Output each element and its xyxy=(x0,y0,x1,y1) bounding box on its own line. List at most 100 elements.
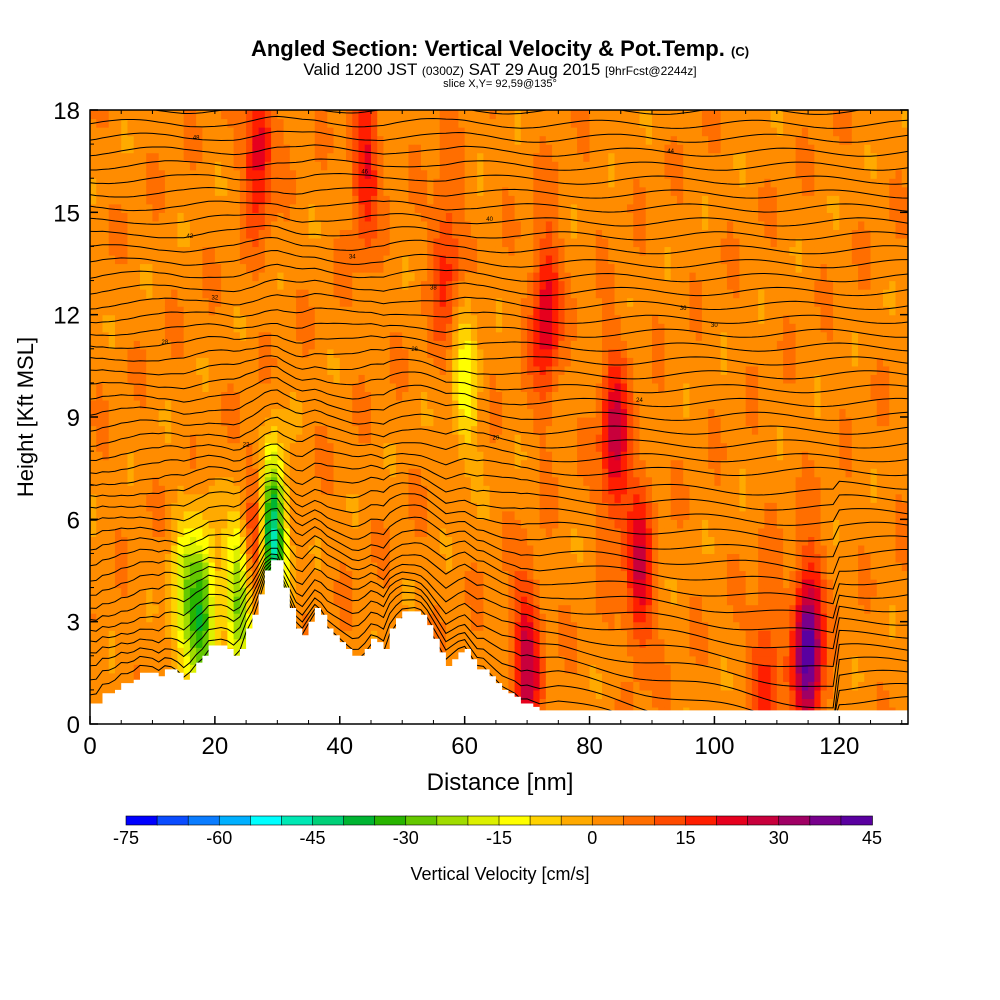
velocity-cell xyxy=(208,613,216,623)
velocity-cell xyxy=(395,579,403,589)
velocity-cell xyxy=(452,212,460,222)
velocity-cell xyxy=(339,297,347,307)
velocity-cell xyxy=(96,161,104,171)
velocity-cell xyxy=(495,459,503,469)
velocity-cell xyxy=(495,178,503,188)
velocity-cell xyxy=(152,638,160,648)
velocity-cell xyxy=(508,638,516,648)
velocity-cell xyxy=(389,527,397,537)
velocity-cell xyxy=(108,297,116,307)
velocity-cell xyxy=(264,502,272,512)
velocity-cell xyxy=(146,169,154,179)
velocity-cell xyxy=(470,468,478,478)
velocity-cell xyxy=(171,553,179,563)
velocity-cell xyxy=(333,127,341,137)
velocity-cell xyxy=(171,178,179,188)
velocity-cell xyxy=(214,434,222,444)
velocity-cell xyxy=(96,297,104,307)
velocity-cell xyxy=(502,348,509,358)
velocity-cell xyxy=(214,613,222,623)
velocity-cell xyxy=(327,212,335,222)
velocity-cell xyxy=(158,246,166,256)
velocity-cell xyxy=(296,152,303,162)
velocity-cell xyxy=(408,536,416,546)
velocity-cell xyxy=(358,519,366,529)
velocity-cell xyxy=(271,289,278,299)
velocity-cell xyxy=(233,459,241,469)
velocity-cell xyxy=(233,195,241,205)
velocity-cell xyxy=(427,417,435,427)
velocity-cell xyxy=(514,536,522,546)
velocity-cell xyxy=(114,203,122,213)
velocity-cell xyxy=(321,220,328,230)
velocity-cell xyxy=(277,527,285,537)
velocity-cell xyxy=(352,485,360,495)
velocity-cell xyxy=(289,289,297,299)
velocity-cell xyxy=(502,161,509,171)
velocity-cell xyxy=(452,374,460,384)
velocity-cell xyxy=(420,459,428,469)
velocity-cell xyxy=(352,527,360,537)
velocity-cell xyxy=(214,169,222,179)
velocity-cell xyxy=(264,442,272,452)
velocity-cell xyxy=(196,630,203,640)
velocity-cell xyxy=(508,237,516,248)
velocity-cell xyxy=(183,502,191,512)
velocity-cell xyxy=(283,348,291,358)
velocity-cell xyxy=(489,306,497,316)
velocity-cell xyxy=(502,289,509,299)
velocity-cell xyxy=(377,186,385,196)
velocity-cell xyxy=(227,468,235,478)
velocity-cell xyxy=(427,348,435,358)
velocity-cell xyxy=(277,502,285,512)
velocity-cell xyxy=(352,246,360,256)
velocity-cell xyxy=(470,519,478,529)
velocity-cell xyxy=(458,493,466,503)
velocity-cell xyxy=(189,382,197,393)
velocity-cell xyxy=(189,476,197,486)
velocity-cell xyxy=(414,561,422,572)
velocity-cell xyxy=(208,161,216,171)
velocity-cell xyxy=(395,485,403,495)
velocity-cell xyxy=(246,229,253,239)
velocity-cell xyxy=(127,630,135,640)
velocity-cell xyxy=(289,561,297,572)
velocity-cell xyxy=(389,442,397,452)
velocity-cell xyxy=(346,127,353,137)
velocity-cell xyxy=(127,169,135,179)
velocity-cell xyxy=(427,272,435,282)
velocity-cell xyxy=(458,237,466,248)
velocity-cell xyxy=(183,621,191,631)
velocity-cell xyxy=(495,510,503,520)
velocity-cell xyxy=(408,220,416,230)
velocity-cell xyxy=(420,399,428,410)
velocity-cell xyxy=(114,553,122,563)
velocity-cell xyxy=(177,331,185,341)
velocity-cell xyxy=(389,323,397,333)
velocity-cell xyxy=(252,297,260,307)
velocity-cell xyxy=(90,203,97,213)
velocity-cell xyxy=(439,306,447,316)
velocity-cell xyxy=(339,195,347,205)
velocity-cell xyxy=(214,237,222,248)
velocity-cell xyxy=(146,621,154,631)
velocity-cell xyxy=(233,638,241,648)
velocity-cell xyxy=(114,237,122,248)
velocity-cell xyxy=(108,434,116,444)
velocity-cell xyxy=(108,374,116,384)
velocity-cell xyxy=(321,459,328,469)
velocity-cell xyxy=(508,348,516,358)
velocity-cell xyxy=(146,357,154,367)
velocity-cell xyxy=(258,323,266,333)
velocity-cell xyxy=(214,382,222,393)
velocity-cell xyxy=(152,519,160,529)
velocity-cell xyxy=(408,314,416,324)
velocity-cell xyxy=(152,144,160,154)
velocity-cell xyxy=(177,434,185,444)
velocity-cell xyxy=(464,587,472,597)
velocity-cell xyxy=(177,186,185,196)
velocity-cell xyxy=(321,604,328,614)
velocity-cell xyxy=(452,459,460,469)
velocity-cell xyxy=(102,127,110,137)
velocity-cell xyxy=(402,519,410,529)
